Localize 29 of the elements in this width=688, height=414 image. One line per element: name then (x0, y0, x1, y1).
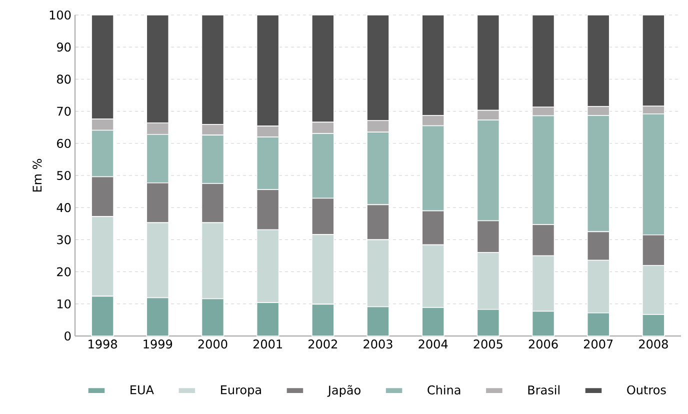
legend-label: EUA (130, 385, 154, 394)
y-tick-label: 80 (57, 74, 71, 84)
x-tick-label: 2001 (253, 340, 282, 349)
x-tick-label: 2006 (528, 340, 558, 349)
y-tick-label: 40 (56, 203, 71, 212)
x-tick-label: 2008 (639, 340, 668, 349)
y-tick-label: 30 (57, 235, 71, 244)
y-tick-label: 70 (57, 106, 71, 116)
x-tick-label: 2005 (474, 340, 502, 349)
x-tick-label: 2000 (198, 340, 228, 349)
x-tick-label: 2004 (418, 340, 448, 349)
y-tick-label: 100 (50, 10, 71, 20)
y-tick-label: 10 (58, 299, 71, 308)
y-tick-label: 90 (56, 42, 71, 52)
y-axis-title: Em % (32, 158, 42, 192)
legend-label: China (428, 385, 460, 395)
x-tick-label: 2002 (308, 340, 337, 349)
x-tick-label: 1998 (88, 340, 117, 349)
legend-label: Europa (221, 385, 261, 397)
legend-label: Japão (327, 385, 360, 397)
x-tick-label: 1999 (144, 340, 172, 349)
y-tick-label: 60 (57, 138, 71, 148)
legend-label: Outros (627, 385, 666, 394)
y-tick-label: 20 (57, 267, 71, 276)
legend-label: Brasil (528, 385, 560, 395)
y-tick-label: 50 (57, 170, 71, 180)
x-tick-label: 2003 (364, 340, 392, 349)
x-tick-label: 2007 (584, 340, 613, 349)
y-tick-label: 0 (64, 331, 71, 341)
